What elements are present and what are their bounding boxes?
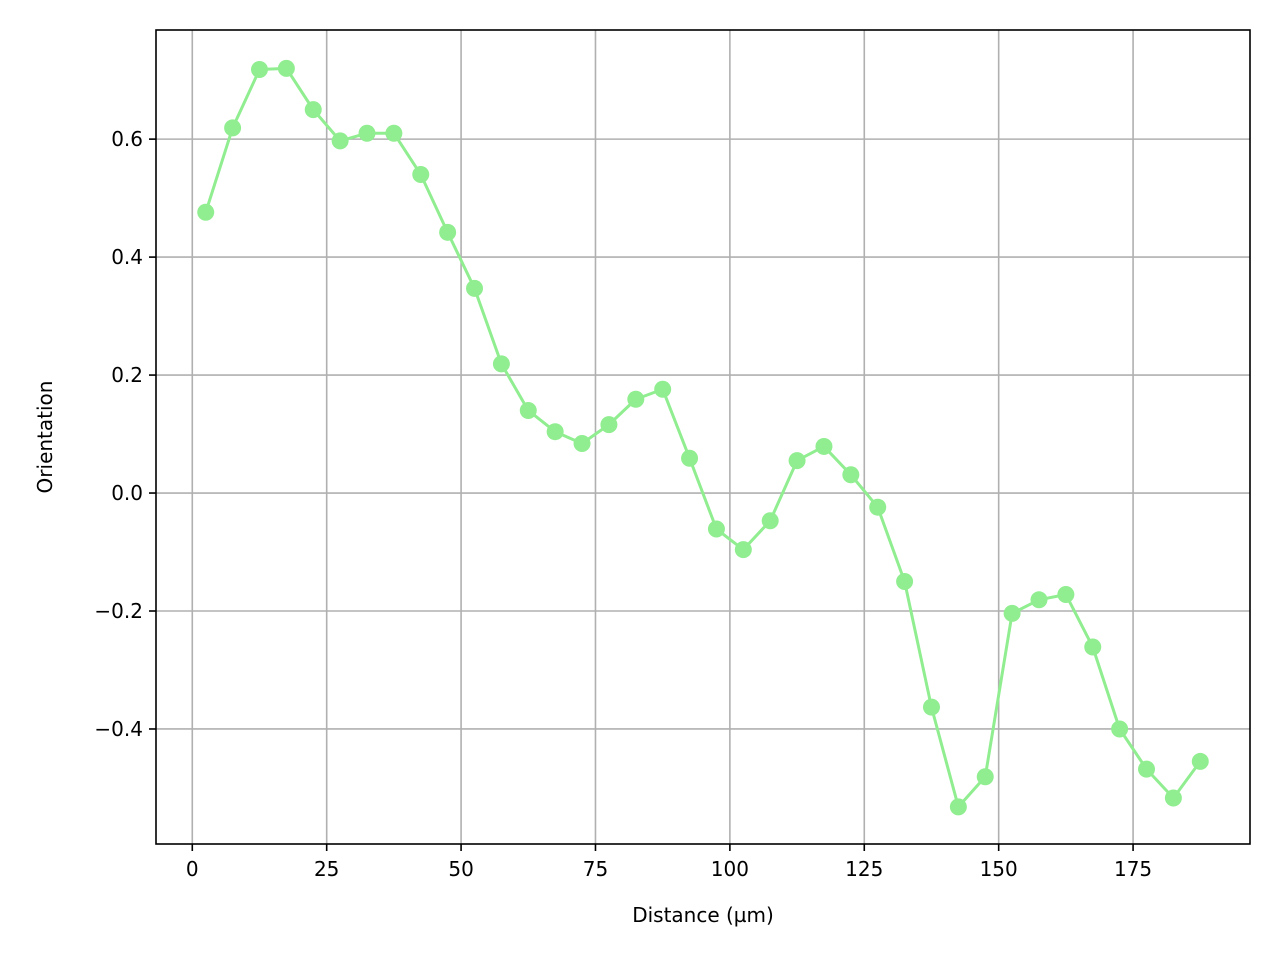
x-axis-label: Distance (µm) (632, 903, 774, 927)
y-tick-label: −0.4 (94, 717, 143, 741)
y-tick-label: −0.2 (94, 599, 143, 623)
y-axis-label: Orientation (33, 381, 57, 494)
y-tick-label: 0.4 (111, 245, 143, 269)
data-point (304, 101, 322, 119)
data-point (197, 203, 215, 221)
data-point (466, 279, 484, 297)
data-point (949, 798, 967, 816)
x-axis: 0 25 50 75 100 125 150 175 (186, 844, 1152, 881)
series-layer (197, 59, 1209, 816)
x-tick-label: 75 (583, 857, 608, 881)
data-point (707, 520, 725, 538)
data-point (1084, 638, 1102, 656)
data-point (331, 132, 349, 150)
data-point (896, 573, 914, 591)
x-tick-label: 175 (1114, 857, 1152, 881)
y-tick-label: 0.6 (111, 127, 143, 151)
data-point (1057, 585, 1075, 603)
x-tick-label: 0 (186, 857, 199, 881)
data-point (654, 380, 672, 398)
data-point (492, 355, 510, 373)
data-point (224, 119, 242, 137)
grid (156, 30, 1250, 844)
data-point (1111, 720, 1129, 738)
data-point (277, 59, 295, 77)
data-point (734, 541, 752, 559)
data-point (922, 698, 940, 716)
data-point (1003, 604, 1021, 622)
data-point (842, 466, 860, 484)
data-point (385, 124, 403, 142)
data-point (627, 390, 645, 408)
x-tick-label: 25 (314, 857, 339, 881)
x-tick-label: 50 (448, 857, 473, 881)
y-axis: −0.4 −0.2 0.0 0.2 0.4 0.6 (94, 127, 156, 741)
data-point (681, 449, 699, 467)
data-point (1191, 752, 1209, 770)
plot-background (156, 30, 1250, 844)
data-point (519, 401, 537, 419)
data-point (869, 498, 887, 516)
data-point (600, 416, 618, 434)
data-point (546, 423, 564, 441)
y-tick-label: 0.2 (111, 363, 143, 387)
data-point (439, 223, 457, 241)
data-point (761, 512, 779, 530)
plot-frame (155, 29, 1251, 845)
data-point (1138, 760, 1156, 778)
data-point (1164, 789, 1182, 807)
data-point (250, 61, 268, 79)
data-point (573, 434, 591, 452)
x-tick-label: 150 (980, 857, 1018, 881)
data-point (1030, 591, 1048, 609)
y-tick-label: 0.0 (111, 481, 143, 505)
x-tick-label: 125 (845, 857, 883, 881)
data-point (976, 768, 994, 786)
x-tick-label: 100 (711, 857, 749, 881)
data-point (815, 437, 833, 455)
data-point (358, 124, 376, 142)
data-point (412, 166, 430, 184)
data-point (788, 452, 806, 470)
